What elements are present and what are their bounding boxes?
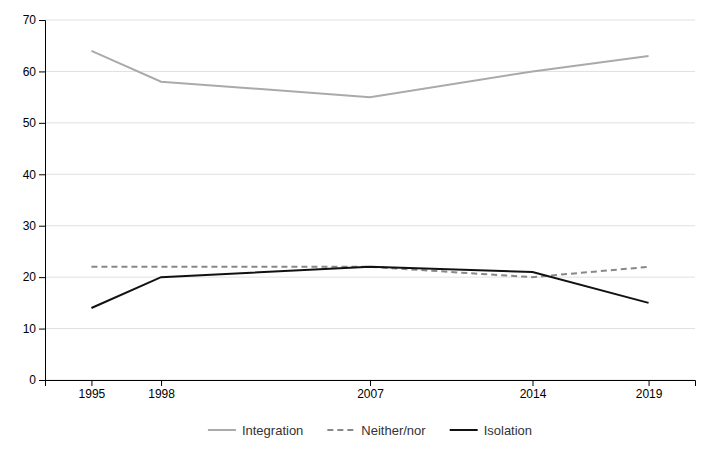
x-tick-label: 2014 [520, 387, 547, 401]
y-tick-label: 30 [23, 219, 37, 233]
y-tick: 0 [29, 373, 45, 387]
y-axis-line [39, 21, 46, 381]
y-tick: 40 [23, 168, 45, 182]
grid-line [45, 277, 695, 278]
chart: 1995 1998 2007 2014 2019 0 10 20 30 40 50 60 70 Integ… [0, 0, 725, 455]
x-tick-label: 1998 [148, 387, 175, 401]
grid-line [45, 225, 695, 226]
lines [91, 51, 648, 308]
legend-swatch [450, 429, 478, 431]
y-tick-label: 0 [29, 373, 36, 387]
legend-swatch [208, 429, 236, 431]
y-tick-mark [39, 277, 45, 278]
x-axis: 1995 1998 2007 2014 2019 [46, 380, 696, 401]
legend-swatch [327, 429, 355, 431]
y-axis: 0 10 20 30 40 50 60 70 [23, 13, 46, 387]
y-tick: 50 [23, 116, 45, 130]
y-tick-mark [39, 123, 45, 124]
plot: 1995 1998 2007 2014 2019 0 10 20 30 40 50 60 70 [23, 13, 696, 400]
series-line [91, 267, 648, 308]
legend-item: Neither/nor [327, 423, 426, 438]
x-tick: 2019 [636, 380, 663, 401]
y-tick: 70 [23, 13, 45, 27]
grid-line [45, 328, 695, 329]
y-tick-mark [39, 174, 45, 175]
y-tick-mark [39, 71, 45, 72]
x-tick-label: 2019 [636, 387, 663, 401]
series-line [91, 51, 648, 97]
x-tick-label: 2007 [357, 387, 384, 401]
x-tick-mark [161, 380, 162, 386]
x-axis-line [46, 381, 696, 387]
grid-line [45, 20, 695, 21]
x-tick: 1998 [148, 380, 175, 401]
legend-item: Isolation [450, 423, 532, 438]
legend-label: Integration [242, 423, 303, 438]
legend-label: Neither/nor [361, 423, 426, 438]
x-tick: 2014 [520, 380, 547, 401]
y-tick: 60 [23, 65, 45, 79]
grid-line [45, 71, 695, 72]
y-tick-label: 60 [23, 65, 37, 79]
grid-line [45, 174, 695, 175]
grid-line [45, 122, 695, 123]
y-tick: 20 [23, 270, 45, 284]
y-tick-mark [39, 226, 45, 227]
legend: Integration Neither/nor Isolation [208, 423, 532, 438]
y-tick-label: 50 [23, 116, 37, 130]
y-tick: 30 [23, 219, 45, 233]
y-tick-mark [39, 329, 45, 330]
y-tick-label: 40 [23, 168, 37, 182]
y-tick-mark [39, 380, 45, 381]
y-tick: 10 [23, 322, 45, 336]
x-tick-mark [370, 380, 371, 386]
y-tick-label: 20 [23, 270, 37, 284]
grid [45, 20, 695, 380]
y-tick-label: 70 [23, 13, 37, 27]
legend-item: Integration [208, 423, 303, 438]
x-tick: 1995 [79, 380, 106, 401]
x-tick-mark [91, 380, 92, 386]
x-tick-mark [533, 380, 534, 386]
x-tick-mark [649, 380, 650, 386]
legend-label: Isolation [484, 423, 532, 438]
y-tick-mark [39, 20, 45, 21]
y-tick-label: 10 [23, 322, 37, 336]
x-tick: 2007 [357, 380, 384, 401]
x-tick-label: 1995 [79, 387, 106, 401]
